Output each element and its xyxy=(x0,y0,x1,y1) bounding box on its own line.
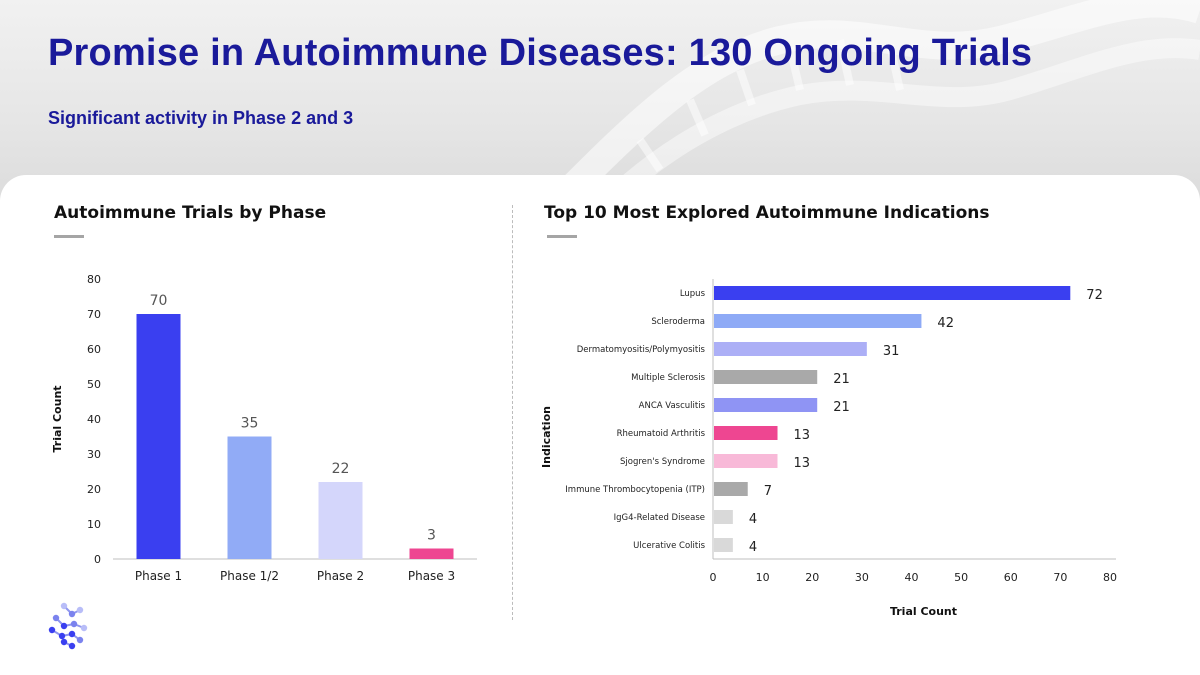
y-tick-label: 30 xyxy=(87,448,101,461)
x-tick-label: Phase 1 xyxy=(135,569,182,583)
x-tick-label: 20 xyxy=(805,571,819,584)
slide-subtitle: Significant activity in Phase 2 and 3 xyxy=(48,108,354,128)
data-label: 4 xyxy=(749,512,757,527)
y-tick-label: 50 xyxy=(87,378,101,391)
title-underline xyxy=(54,235,84,238)
x-tick-label: Phase 1/2 xyxy=(220,569,279,583)
bar xyxy=(714,370,818,384)
y-tick-label: 10 xyxy=(87,518,101,531)
x-tick-label: 0 xyxy=(710,571,717,584)
data-label: 42 xyxy=(937,316,954,331)
bar xyxy=(714,454,778,468)
phase-bar-chart: 0 10 20 30 40 50 60 70 80 Trial Count 70 Phase 1 35 P… xyxy=(51,273,477,583)
title-underline xyxy=(547,235,577,238)
bar xyxy=(409,548,454,559)
bar xyxy=(318,482,363,559)
bar xyxy=(714,342,867,356)
x-tick-label: 10 xyxy=(756,571,770,584)
data-label: 13 xyxy=(794,428,811,443)
data-label: 4 xyxy=(749,540,757,555)
x-tick-label: 80 xyxy=(1103,571,1117,584)
category-label: Immune Thrombocytopenia (ITP) xyxy=(565,485,705,495)
category-label: Rheumatoid Arthritis xyxy=(617,429,706,439)
category-label: Dermatomyositis/Polymyositis xyxy=(577,345,706,355)
bar xyxy=(714,398,818,412)
category-label: IgG4-Related Disease xyxy=(614,513,705,523)
dna-background-image xyxy=(550,0,1200,200)
y-tick-label: 80 xyxy=(87,273,101,286)
x-tick-label: 40 xyxy=(905,571,919,584)
bar xyxy=(714,314,922,328)
x-tick-label: 60 xyxy=(1004,571,1018,584)
y-tick-label: 70 xyxy=(87,308,101,321)
y-axis-title: Trial Count xyxy=(51,385,64,452)
data-label: 21 xyxy=(833,400,850,415)
category-label: ANCA Vasculitis xyxy=(639,401,706,411)
data-label: 35 xyxy=(241,416,259,432)
data-label: 21 xyxy=(833,372,850,387)
data-label: 3 xyxy=(427,528,436,544)
category-label: Ulcerative Colitis xyxy=(633,541,705,551)
content-panel xyxy=(0,175,1200,675)
x-tick-label: 70 xyxy=(1053,571,1067,584)
x-tick-label: 30 xyxy=(855,571,869,584)
data-label: 7 xyxy=(764,484,772,499)
data-label: 13 xyxy=(794,456,811,471)
bar xyxy=(714,538,733,552)
category-label: Sjogren's Syndrome xyxy=(620,457,705,467)
data-label: 31 xyxy=(883,344,900,359)
chart-title-phase: Autoimmune Trials by Phase xyxy=(54,203,327,223)
category-label: Lupus xyxy=(680,289,706,299)
x-axis-title: Trial Count xyxy=(890,605,957,618)
y-tick-label: 60 xyxy=(87,343,101,356)
x-tick-label: 50 xyxy=(954,571,968,584)
bar xyxy=(714,482,748,496)
y-tick-label: 40 xyxy=(87,413,101,426)
bar xyxy=(714,286,1071,300)
bar xyxy=(227,436,272,559)
y-axis-title: Indication xyxy=(540,406,553,468)
header-background xyxy=(0,0,1200,200)
y-tick-label: 0 xyxy=(94,553,101,566)
category-label: Scleroderma xyxy=(651,317,705,327)
dna-dots-logo-icon xyxy=(48,602,88,650)
x-tick-label: Phase 2 xyxy=(317,569,364,583)
bar xyxy=(136,314,181,559)
panel-divider xyxy=(512,205,513,620)
slide-title: Promise in Autoimmune Diseases: 130 Ongo… xyxy=(48,32,1033,74)
data-label: 22 xyxy=(332,461,350,477)
chart-title-indications: Top 10 Most Explored Autoimmune Indicati… xyxy=(544,203,990,223)
bar xyxy=(714,426,778,440)
category-label: Multiple Sclerosis xyxy=(631,373,705,383)
bar xyxy=(714,510,733,524)
data-label: 72 xyxy=(1086,288,1103,303)
y-tick-label: 20 xyxy=(87,483,101,496)
data-label: 70 xyxy=(150,293,168,309)
x-tick-label: Phase 3 xyxy=(408,569,455,583)
